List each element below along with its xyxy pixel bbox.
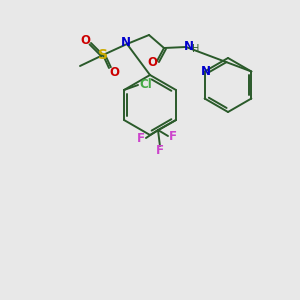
Text: Cl: Cl xyxy=(140,77,152,91)
Text: O: O xyxy=(147,56,157,70)
Text: N: N xyxy=(184,40,194,52)
Text: H: H xyxy=(192,44,200,54)
Text: F: F xyxy=(137,133,145,146)
Text: S: S xyxy=(98,48,108,62)
Text: O: O xyxy=(109,65,119,79)
Text: F: F xyxy=(169,130,177,143)
Text: N: N xyxy=(201,65,211,78)
Text: O: O xyxy=(80,34,90,46)
Text: N: N xyxy=(121,37,131,50)
Text: F: F xyxy=(156,145,164,158)
